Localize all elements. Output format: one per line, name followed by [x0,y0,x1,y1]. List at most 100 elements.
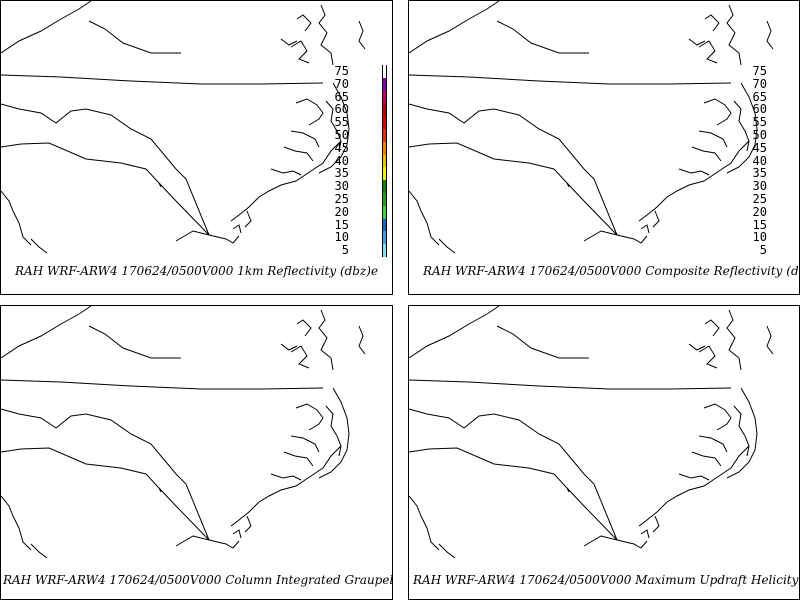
legend-swatch [382,244,387,258]
boundary-line [733,405,750,457]
boundary-line [283,451,314,467]
boundary-line [496,20,589,54]
boundary-line [409,379,732,390]
legend-label: 10 [334,230,349,245]
legend-swatch [382,128,387,142]
boundary-line [232,529,242,539]
map-outline [1,1,366,254]
boundary-line [290,345,310,369]
boundary-line [88,325,181,359]
boundary-line [409,190,440,246]
legend-label: 30 [752,179,767,194]
legend-label: 55 [752,115,767,130]
legend-label: 65 [334,89,349,104]
legend-swatch [382,167,387,181]
boundary-line [583,230,648,244]
boundary-line [409,103,618,236]
panel-caption: RAH WRF-ARW4 170624/0500V000 Maximum Upd… [413,573,799,587]
legend-swatch [382,116,387,130]
boundary-line [704,319,720,337]
boundary-line [638,140,750,222]
boundary-line [409,1,500,54]
legend-swatch [382,90,387,104]
legend-label: 15 [752,217,767,232]
boundary-line [358,325,366,355]
legend-label: 60 [334,102,349,117]
legend-swatch [382,180,387,194]
boundary-line [691,451,722,467]
boundary-line [1,190,32,246]
boundary-line [358,20,366,50]
boundary-line [318,387,350,479]
boundary-line [175,230,240,244]
boundary-line [678,168,710,176]
legend-swatch [382,205,387,219]
boundary-line [409,74,732,85]
boundary-line [1,74,324,85]
boundary-line [409,142,570,188]
boundary-line [438,543,456,559]
boundary-line [30,543,48,559]
legend-label: 20 [752,204,767,219]
boundary-line [232,224,242,234]
legend-label: 35 [752,166,767,181]
boundary-line [244,515,252,533]
boundary-line [1,447,162,493]
boundary-line [290,130,320,148]
boundary-line [698,40,718,64]
legend-swatch [382,103,387,117]
map-outline [409,306,774,559]
boundary-line [409,408,618,541]
boundary-line [1,142,162,188]
boundary-line [1,379,324,390]
panel-composite-reflectivity: 75 70 65 60 55 50 45 40 35 30 25 20 15 10 5 RAH WRF-AR… [408,0,800,295]
boundary-line [652,515,660,533]
boundary-line [270,473,302,481]
boundary-line [295,98,324,126]
panel-1km-reflectivity: 75 70 65 60 55 50 45 40 35 30 25 20 15 10 5 RAH WRF-AR… [0,0,393,295]
boundary-line [726,82,758,174]
legend-swatch [382,192,387,206]
boundary-line [703,98,732,126]
boundary-line [175,535,240,549]
map-outline [409,1,774,254]
legend-swatch [382,77,387,91]
boundary-line [678,473,710,481]
boundary-line [688,343,706,351]
legend-label: 10 [752,230,767,245]
legend-label: 75 [334,64,349,78]
boundary-line [318,82,350,174]
boundary-line [566,182,618,236]
legend-label: 55 [334,115,349,130]
legend-label: 45 [334,140,349,155]
boundary-line [280,343,298,351]
boundary-line [766,20,774,50]
boundary-line [640,529,650,539]
boundary-line [318,4,334,66]
legend-swatch [382,218,387,232]
boundary-line [698,130,728,148]
boundary-line [1,306,92,359]
boundary-line [280,38,298,46]
boundary-line [158,182,210,236]
legend-swatch [382,141,387,155]
legend-label: 25 [334,191,349,206]
boundary-line [496,325,589,359]
map-outline [1,306,366,559]
boundary-line [698,435,728,453]
panel-column-integrated-graupel: RAH WRF-ARW4 170624/0500V000 Column Inte… [0,305,393,600]
boundary-line [688,38,706,46]
boundary-line [1,103,210,236]
legend-label: 30 [334,179,349,194]
boundary-line [698,345,718,369]
boundary-line [1,408,210,541]
legend-label: 70 [752,76,767,91]
boundary-line [409,447,570,493]
boundary-line [30,238,48,254]
boundary-line [726,4,742,66]
boundary-line [318,309,334,371]
boundary-line [733,100,750,152]
legend-swatch [382,154,387,168]
legend-label: 5 [759,243,767,258]
panel-caption: RAH WRF-ARW4 170624/0500V000 Column Inte… [3,573,393,587]
